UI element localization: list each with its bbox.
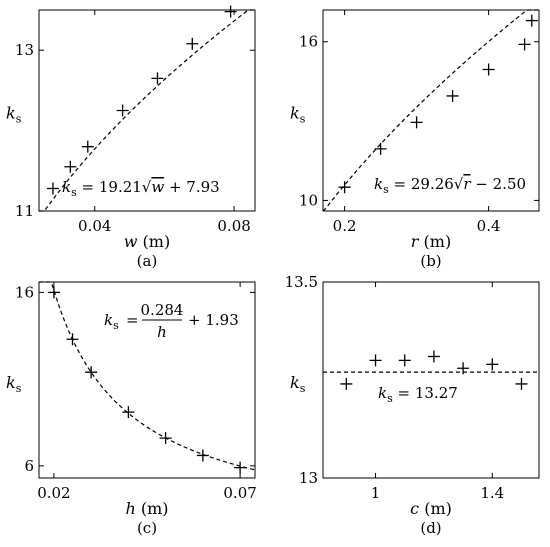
x-axis-label-unit: (m) [136, 499, 169, 518]
y-axis-label-sub: s [300, 382, 306, 395]
x-tick-label: 0.2 [333, 217, 357, 235]
x-axis-label: c (m) [410, 499, 452, 518]
plot-frame [322, 281, 540, 479]
equation-denominator: h [157, 323, 167, 341]
data-point [515, 377, 528, 390]
y-tick-label: 16 [15, 283, 34, 301]
data-point [518, 38, 531, 51]
x-tick-label: 0.07 [223, 484, 256, 502]
data-point [159, 432, 172, 445]
panel-b: 0.2 0.4 10 16 ks r (m)(b) ks = 29.26√r − 2.50 [290, 9, 540, 270]
data-point [47, 286, 60, 299]
y-axis-label: ks [290, 373, 306, 395]
x-axis-label: w (m) [124, 232, 170, 251]
data-point [46, 182, 59, 195]
x-tick-label: 0.4 [477, 217, 501, 235]
panel-d: 1 1.4 13.5 13 ks c (m)(d) ks = 13.27 [285, 273, 540, 537]
equation-text: ks = 19.21√w + 7.93 [62, 178, 220, 199]
data-point [410, 116, 423, 129]
y-axis-label-var: k [6, 373, 16, 392]
y-axis-label-sub: s [300, 113, 306, 126]
y-axis-label-var: k [290, 104, 300, 123]
y-tick-label: 10 [299, 191, 318, 209]
x-axis-label-unit: (m) [419, 499, 452, 518]
data-point [186, 37, 199, 50]
data-point [369, 354, 382, 367]
data-point [427, 350, 440, 363]
data-point [116, 104, 129, 117]
y-axis-label-sub: s [16, 113, 22, 126]
panel-caption: (d) [420, 519, 441, 537]
data-point [398, 354, 411, 367]
data-point [224, 5, 237, 18]
y-axis-label: ks [6, 104, 22, 126]
x-axis-label-var: w [124, 232, 138, 251]
equation-equals: = [126, 311, 139, 329]
data-point [81, 140, 94, 153]
fit-equation: ks =0.284 h + 1.93 [104, 301, 239, 341]
x-tick-label: 1.4 [480, 484, 504, 502]
equation-constant: + 1.93 [188, 311, 239, 329]
plot-frame [322, 9, 540, 212]
data-point [525, 14, 538, 27]
data-point [340, 377, 353, 390]
data-point [64, 160, 77, 173]
fit-curve [322, 9, 539, 212]
panel-a: 0.04 0.08 11 13 ks w (m)(a) ks = 19.21√w + 7.9… [6, 5, 256, 270]
equation-lhs: ks [104, 311, 119, 332]
panel-caption: (c) [137, 519, 157, 537]
equation-text: ks = 13.27 [378, 384, 458, 405]
x-tick-label: 0.04 [78, 217, 111, 235]
fit-curve [39, 281, 256, 471]
plot-frame [38, 9, 256, 212]
data-point [122, 406, 135, 419]
data-point [85, 366, 98, 379]
y-tick-label: 13 [15, 41, 34, 59]
x-tick-label: 0.02 [37, 484, 70, 502]
x-axis-label: h (m) [125, 499, 168, 518]
panel-caption: (a) [137, 252, 158, 270]
x-axis-label-var: h [125, 499, 135, 518]
y-tick-label: 16 [299, 33, 318, 51]
y-axis-label: ks [6, 373, 22, 395]
equation-numerator: 0.284 [141, 301, 184, 319]
x-tick-label: 0.08 [217, 217, 250, 235]
data-point [374, 142, 387, 155]
fit-curve [39, 9, 255, 212]
y-axis-label: ks [290, 104, 306, 126]
y-axis-label-var: k [290, 373, 300, 392]
data-point [486, 358, 499, 371]
fit-equation: ks = 13.27 [378, 384, 458, 405]
y-tick-label: 11 [15, 202, 34, 220]
panel-caption: (b) [420, 252, 441, 270]
x-tick-label: 1 [371, 484, 381, 502]
panel-c: 0.02 0.07 16 6 ks h (m)(c) ks =0.284 h + 1.93 [6, 281, 257, 537]
data-point [151, 72, 164, 85]
data-point [66, 333, 79, 346]
data-point [457, 362, 470, 375]
fit-equation: ks = 19.21√w + 7.93 [62, 178, 220, 199]
fit-equation: ks = 29.26√r − 2.50 [374, 175, 526, 196]
x-axis-label-var: r [411, 232, 420, 251]
plot-frame [38, 281, 256, 479]
data-point [482, 63, 495, 76]
y-tick-label: 13.5 [285, 273, 318, 291]
x-axis-label: r (m) [411, 232, 451, 251]
x-axis-label-unit: (m) [418, 232, 451, 251]
data-point [446, 89, 459, 102]
data-point [338, 181, 351, 194]
y-tick-label: 13 [299, 469, 318, 487]
x-axis-label-unit: (m) [137, 232, 170, 251]
y-tick-label: 6 [24, 457, 34, 475]
equation-text: ks = 29.26√r − 2.50 [374, 175, 526, 196]
y-axis-label-var: k [6, 104, 16, 123]
y-axis-label-sub: s [16, 382, 22, 395]
data-point [196, 449, 209, 462]
x-axis-label-var: c [410, 499, 419, 518]
data-point [234, 461, 247, 474]
